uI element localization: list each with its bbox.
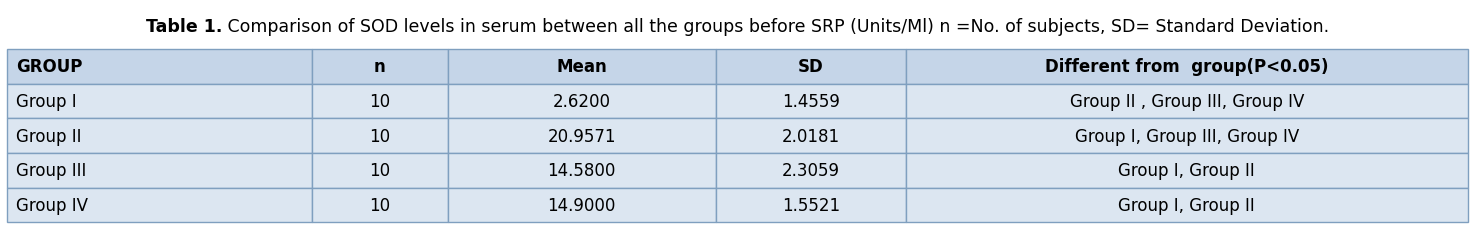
- Text: Comparison of SOD levels in serum between all the groups before SRP (Units/Ml) n: Comparison of SOD levels in serum betwee…: [223, 18, 1329, 36]
- Text: Group I, Group III, Group IV: Group I, Group III, Group IV: [1075, 127, 1299, 145]
- Bar: [311, 188, 447, 222]
- Text: Group III: Group III: [16, 162, 87, 180]
- Text: Different from  group(P<0.05): Different from group(P<0.05): [1046, 58, 1329, 76]
- Bar: [447, 84, 715, 119]
- Bar: [715, 84, 906, 119]
- Bar: [7, 84, 311, 119]
- Bar: [715, 153, 906, 188]
- Text: 10: 10: [369, 93, 391, 111]
- Text: n: n: [373, 58, 385, 76]
- Bar: [7, 153, 311, 188]
- Text: 1.5521: 1.5521: [782, 196, 839, 214]
- Bar: [447, 119, 715, 153]
- Text: Group I, Group II: Group I, Group II: [1118, 196, 1255, 214]
- Text: 10: 10: [369, 162, 391, 180]
- Text: Mean: Mean: [556, 58, 608, 76]
- Bar: [311, 153, 447, 188]
- Bar: [906, 84, 1468, 119]
- Bar: [311, 119, 447, 153]
- Bar: [447, 50, 715, 84]
- Text: 10: 10: [369, 127, 391, 145]
- Bar: [311, 50, 447, 84]
- Text: 14.9000: 14.9000: [547, 196, 617, 214]
- Text: Group I, Group II: Group I, Group II: [1118, 162, 1255, 180]
- Text: Group IV: Group IV: [16, 196, 88, 214]
- Bar: [906, 50, 1468, 84]
- Bar: [906, 119, 1468, 153]
- Bar: [7, 188, 311, 222]
- Text: 14.5800: 14.5800: [547, 162, 617, 180]
- Text: SD: SD: [798, 58, 823, 76]
- Text: 2.3059: 2.3059: [782, 162, 839, 180]
- Bar: [447, 153, 715, 188]
- Bar: [311, 84, 447, 119]
- Bar: [7, 50, 311, 84]
- Text: GROUP: GROUP: [16, 58, 83, 76]
- Text: 10: 10: [369, 196, 391, 214]
- Text: Group II: Group II: [16, 127, 81, 145]
- Bar: [715, 50, 906, 84]
- Bar: [447, 188, 715, 222]
- Text: Group I: Group I: [16, 93, 77, 111]
- Bar: [715, 188, 906, 222]
- Bar: [7, 119, 311, 153]
- Text: 20.9571: 20.9571: [547, 127, 617, 145]
- Text: Table 1.: Table 1.: [146, 18, 223, 36]
- Text: 2.6200: 2.6200: [553, 93, 611, 111]
- Bar: [715, 119, 906, 153]
- Bar: [906, 188, 1468, 222]
- Text: Group II , Group III, Group IV: Group II , Group III, Group IV: [1069, 93, 1304, 111]
- Bar: [906, 153, 1468, 188]
- Text: 2.0181: 2.0181: [782, 127, 839, 145]
- Text: 1.4559: 1.4559: [782, 93, 839, 111]
